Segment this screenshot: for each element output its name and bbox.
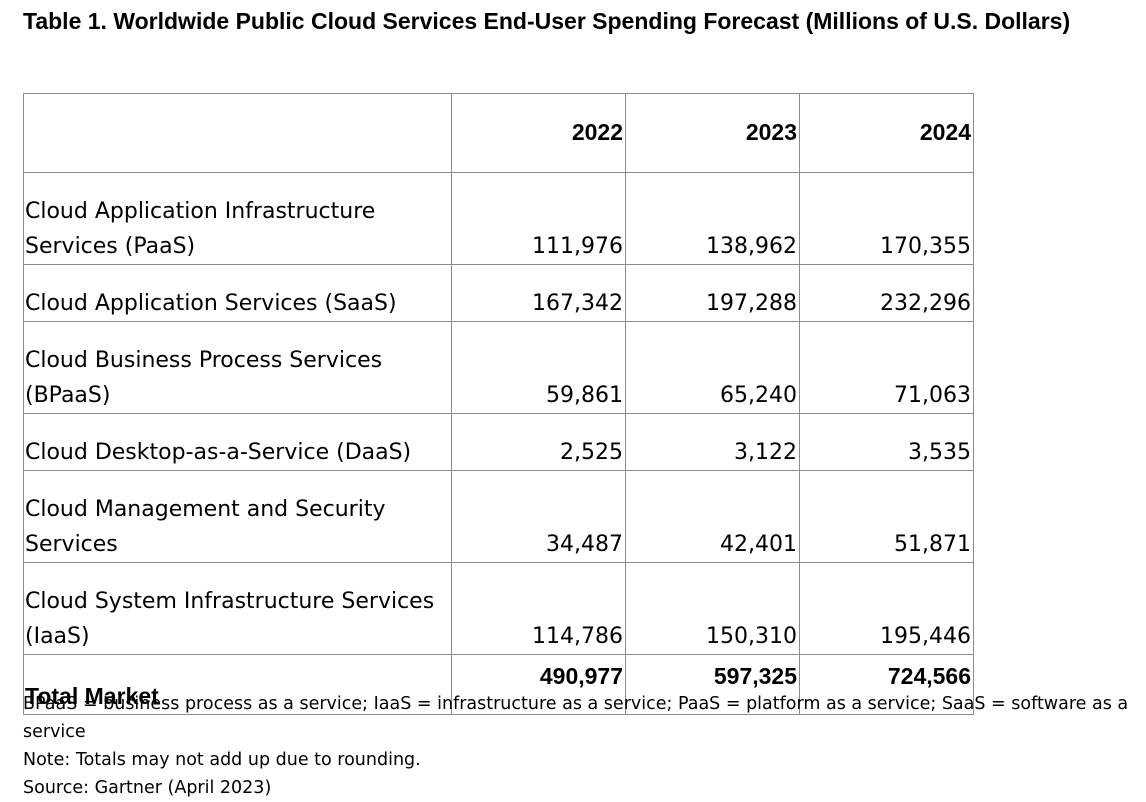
table-title: Table 1. Worldwide Public Cloud Services… [23,8,1071,34]
row-value: 2,525 [451,413,626,471]
row-label: Cloud Management and Security Services [23,470,452,563]
rounding-note: Note: Totals may not add up due to round… [23,750,421,770]
spending-forecast-table: 2022 2023 2024 Cloud Application Infrast… [23,93,974,715]
row-value: 197,288 [625,264,800,322]
header-year-2023: 2023 [625,93,800,173]
row-value: 170,355 [799,172,974,265]
row-value: 65,240 [625,321,800,414]
table-total-row: Total Market 490,977 597,325 724,566 [23,654,974,715]
row-value: 42,401 [625,470,800,563]
row-value: 232,296 [799,264,974,322]
table-row: Cloud Management and Security Services 3… [23,470,974,563]
total-value: 597,325 [625,654,800,715]
row-label: Cloud Application Services (SaaS) [23,264,452,322]
table-row: Cloud Application Services (SaaS) 167,34… [23,264,974,322]
row-label: Cloud Desktop-as-a-Service (DaaS) [23,413,452,471]
row-value: 167,342 [451,264,626,322]
source-note: Source: Gartner (April 2023) [23,778,272,798]
total-value: 490,977 [451,654,626,715]
row-value: 114,786 [451,562,626,655]
row-value: 34,487 [451,470,626,563]
row-value: 150,310 [625,562,800,655]
row-value: 195,446 [799,562,974,655]
row-value: 3,122 [625,413,800,471]
total-label: Total Market [23,654,452,715]
table-notes: BPaaS = business process as a service; I… [23,690,1143,802]
header-segment [23,93,452,173]
total-value: 724,566 [799,654,974,715]
header-year-2024: 2024 [799,93,974,173]
row-label: Cloud System Infrastructure Services (Ia… [23,562,452,655]
row-value: 51,871 [799,470,974,563]
row-value: 138,962 [625,172,800,265]
abbreviations-note: BPaaS = business process as a service; I… [23,694,1129,742]
table-row: Cloud System Infrastructure Services (Ia… [23,562,974,655]
row-value: 3,535 [799,413,974,471]
row-value: 111,976 [451,172,626,265]
row-value: 71,063 [799,321,974,414]
row-label: Cloud Application Infrastructure Service… [23,172,452,265]
row-label: Cloud Business Process Services (BPaaS) [23,321,452,414]
row-value: 59,861 [451,321,626,414]
table-header-row: 2022 2023 2024 [23,93,974,173]
header-year-2022: 2022 [451,93,626,173]
table-row: Cloud Business Process Services (BPaaS) … [23,321,974,414]
table-row: Cloud Application Infrastructure Service… [23,172,974,265]
table-row: Cloud Desktop-as-a-Service (DaaS) 2,525 … [23,413,974,471]
